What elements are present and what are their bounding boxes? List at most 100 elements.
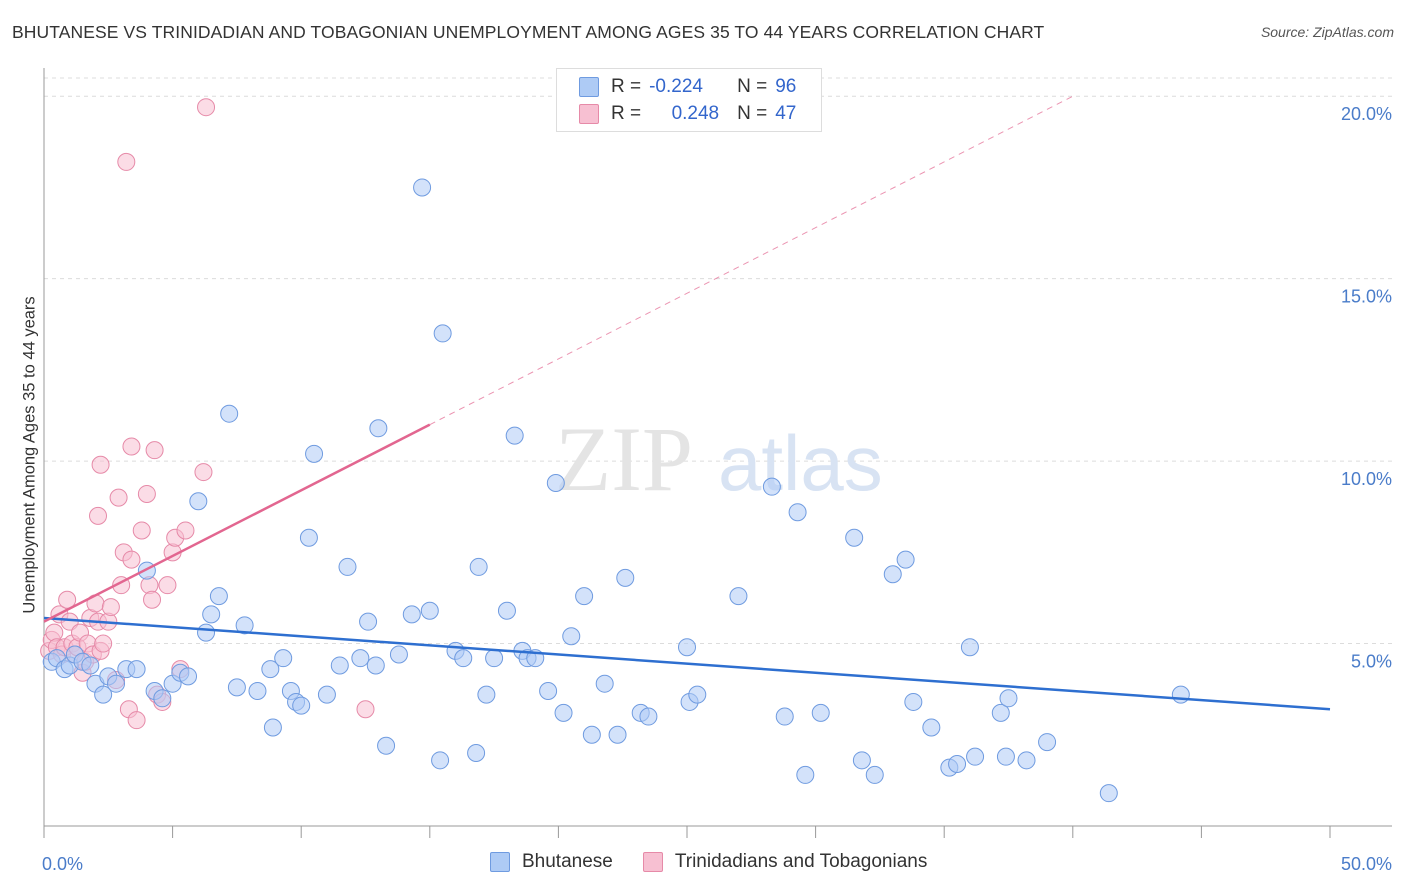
point-bhutanese (433, 324, 452, 343)
watermark-zip: ZIP (555, 408, 693, 510)
point-bhutanese (922, 718, 941, 737)
y-tick-label: 15.0% (1341, 287, 1392, 307)
gridlines (44, 77, 1392, 645)
r-label: R = (611, 76, 642, 97)
point-bhutanese (562, 627, 581, 646)
point-bhutanese (960, 638, 979, 657)
point-bhutanese (497, 601, 516, 620)
legend-row-trinidadian: R = 0.248 N = 47 (579, 101, 796, 127)
point-bhutanese (883, 565, 902, 584)
n-value-trinidadian: 47 (775, 103, 797, 124)
axes (43, 68, 1392, 838)
x-tick-label: 0.0% (42, 854, 83, 874)
watermark-atlas: atlas (718, 419, 883, 507)
n-label: N = (737, 103, 768, 124)
chart-title: BHUTANESE VS TRINIDADIAN AND TOBAGONIAN … (12, 22, 1045, 42)
point-trinidadian (176, 521, 195, 540)
trend-lines (43, 95, 1331, 711)
point-bhutanese (852, 751, 871, 770)
point-bhutanese (865, 765, 884, 784)
point-bhutanese (248, 681, 267, 700)
point-bhutanese (575, 587, 594, 606)
n-label: N = (737, 76, 768, 97)
point-bhutanese (1099, 784, 1118, 803)
point-bhutanese (431, 751, 450, 770)
point-bhutanese (467, 744, 486, 763)
point-bhutanese (1017, 751, 1036, 770)
point-bhutanese (991, 703, 1010, 722)
point-bhutanese (775, 707, 794, 726)
n-value-bhutanese: 96 (775, 76, 797, 97)
legend-item-trinidadian[interactable]: Trinidadians and Tobagonians (642, 851, 927, 873)
point-bhutanese (505, 426, 524, 445)
point-bhutanese (209, 587, 228, 606)
point-bhutanese (261, 660, 280, 679)
legend-swatch-trinidadian (642, 852, 663, 872)
point-trinidadian (132, 521, 151, 540)
x-tick-label: 50.0% (1341, 854, 1392, 874)
point-bhutanese (639, 707, 658, 726)
trend-line-trinidadian (43, 423, 431, 623)
legend-label-bhutanese: Bhutanese (522, 851, 613, 872)
point-bhutanese (137, 561, 156, 580)
point-bhutanese (477, 685, 496, 704)
point-bhutanese (305, 444, 324, 463)
r-label: R = (611, 103, 642, 124)
point-bhutanese (107, 674, 126, 693)
point-bhutanese (485, 649, 504, 668)
point-bhutanese (582, 725, 601, 744)
point-bhutanese (845, 528, 864, 547)
legend-item-bhutanese[interactable]: Bhutanese (490, 851, 613, 873)
point-bhutanese (608, 725, 627, 744)
point-bhutanese (595, 674, 614, 693)
point-bhutanese (317, 685, 336, 704)
point-trinidadian (89, 506, 108, 525)
point-bhutanese (546, 474, 565, 493)
point-trinidadian (94, 634, 113, 653)
point-bhutanese (127, 660, 146, 679)
stats-legend: R = -0.224 N = 96 R = 0.248 N = 47 (556, 68, 822, 132)
point-bhutanese (369, 419, 388, 438)
point-bhutanese (413, 178, 432, 197)
point-bhutanese (202, 605, 221, 624)
point-bhutanese (338, 557, 357, 576)
point-bhutanese (189, 492, 208, 511)
point-bhutanese (292, 696, 311, 715)
point-trinidadian (117, 152, 136, 171)
point-bhutanese (330, 656, 349, 675)
r-value-trinidadian: 0.248 (671, 103, 720, 124)
point-bhutanese (762, 477, 781, 496)
point-bhutanese (377, 736, 396, 755)
legend-row-bhutanese: R = -0.224 N = 96 (579, 74, 796, 100)
point-bhutanese (81, 656, 100, 675)
series-legend: Bhutanese Trinidadians and Tobagonians (490, 851, 957, 873)
r-value-bhutanese: -0.224 (649, 76, 703, 97)
point-bhutanese (1171, 685, 1190, 704)
point-trinidadian (140, 576, 159, 595)
point-bhutanese (94, 685, 113, 704)
point-bhutanese (539, 681, 558, 700)
point-trinidadian (101, 598, 120, 617)
point-bhutanese (179, 667, 198, 686)
point-bhutanese (729, 587, 748, 606)
points-bhutanese (42, 178, 1190, 803)
point-bhutanese (996, 747, 1015, 766)
point-bhutanese (1038, 733, 1057, 752)
trend-line-bhutanese (43, 616, 1331, 711)
point-trinidadian (91, 455, 110, 474)
point-bhutanese (788, 503, 807, 522)
point-trinidadian (122, 550, 141, 569)
point-bhutanese (688, 685, 707, 704)
point-trinidadian (127, 711, 146, 730)
y-tick-label: 20.0% (1341, 104, 1392, 124)
point-trinidadian (45, 623, 64, 642)
point-bhutanese (227, 678, 246, 697)
point-bhutanese (220, 404, 239, 423)
legend-swatch-bhutanese (579, 77, 599, 97)
point-bhutanese (359, 612, 378, 631)
point-bhutanese (263, 718, 282, 737)
tick-labels: 5.0% 10.0% 15.0% 20.0% 0.0% 50.0% (42, 104, 1392, 874)
point-bhutanese (197, 623, 216, 642)
point-trinidadian (197, 98, 216, 117)
